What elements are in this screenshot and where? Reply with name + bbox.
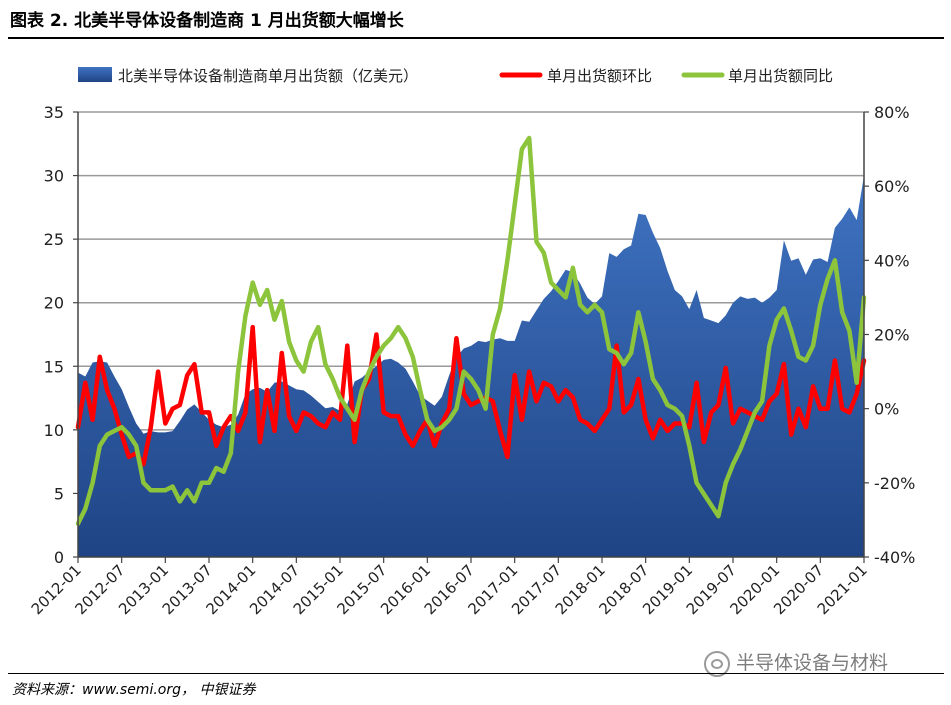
line-series-mom (75, 324, 867, 467)
source-note: 资料来源：www.semi.org， 中银证券 (12, 682, 256, 698)
left-axis-tick-label: 35 (44, 103, 64, 122)
left-axis-tick-label: 30 (44, 167, 64, 186)
legend-yoy-label: 单月出货额同比 (728, 67, 833, 85)
left-axis-tick-label: 10 (44, 421, 64, 440)
left-axis-tick-label: 20 (44, 294, 64, 313)
right-axis-tick-label: 20% (874, 326, 910, 345)
x-axis: 2012-012012-072013-012013-072014-012014-… (28, 557, 871, 618)
area-series-shipments (78, 175, 864, 557)
legend-shipments-label: 北美半导体设备制造商单月出货额（亿美元） (118, 67, 418, 85)
left-axis-tick-label: 5 (54, 484, 64, 503)
right-axis-tick-label: 40% (874, 251, 910, 270)
right-axis-tick-label: -40% (874, 548, 915, 567)
right-axis-tick-label: 60% (874, 177, 910, 196)
right-axis-tick-label: -20% (874, 474, 915, 493)
legend-shipments-swatch (78, 67, 112, 82)
line-series (75, 135, 867, 526)
left-axis-tick-label: 25 (44, 230, 64, 249)
line-series-yoy (75, 135, 867, 526)
watermark: 半导体设备与材料 (704, 648, 888, 677)
area-series (78, 175, 864, 557)
left-axis: 0 5 10 15 20 25 30 35 (44, 103, 78, 567)
left-axis-tick-label: 15 (44, 357, 64, 376)
legend-mom-label: 单月出货额环比 (547, 67, 652, 85)
right-axis: -40% -20% 0% 20% 40% 60% 80% (864, 103, 915, 567)
watermark-text: 半导体设备与材料 (736, 652, 889, 674)
footer-rule (8, 673, 944, 674)
right-axis-tick-label: 0% (874, 400, 899, 419)
left-axis-tick-label: 0 (54, 548, 64, 567)
chart-legend: 北美半导体设备制造商单月出货额（亿美元） 单月出货额环比 单月出货额同比 (78, 67, 833, 85)
wechat-logo-icon (704, 650, 730, 677)
title-rule (8, 37, 944, 39)
figure-title: 图表 2. 北美半导体设备制造商 1 月出货额大幅增长 (10, 11, 404, 31)
right-axis-tick-label: 80% (874, 103, 910, 122)
